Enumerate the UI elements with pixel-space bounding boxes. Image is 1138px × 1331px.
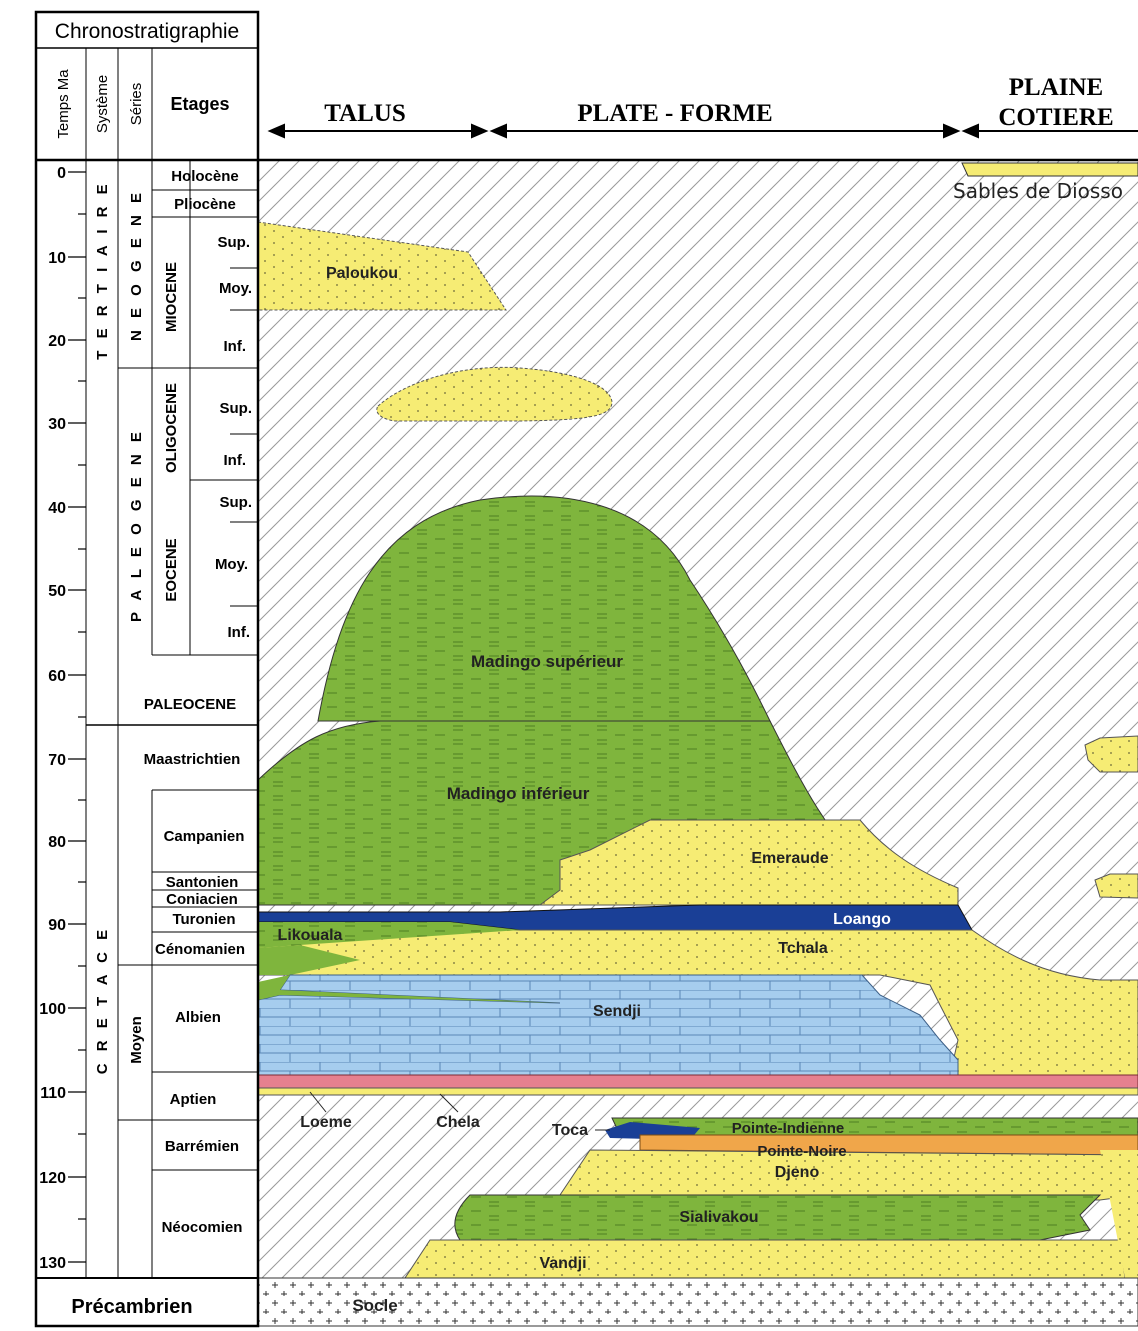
label-pointe-noire: Pointe-Noire: [757, 1143, 846, 1160]
tick-120: 120: [39, 1170, 66, 1187]
plate-forme-header: PLATE - FORME: [577, 100, 772, 127]
right-base-sand: [1100, 1150, 1138, 1278]
label-djeno: Djeno: [775, 1164, 820, 1181]
tick-70: 70: [48, 752, 66, 769]
sendji-green-tongue: [258, 975, 560, 1003]
stage-santonien: Santonien: [166, 874, 239, 891]
emeraude-body: [538, 819, 959, 906]
moyen-label: Moyen: [128, 1016, 145, 1064]
time-tick-marks: [68, 171, 86, 1263]
right-lens-lower: [1094, 873, 1138, 899]
label-likouala: Likouala: [278, 927, 343, 944]
tick-130: 130: [39, 1255, 66, 1272]
neogene-label: N E O G E N E: [128, 189, 145, 341]
stage-holocene: Holocène: [171, 168, 239, 185]
tertiaire-label: T E R T I A I R E: [94, 180, 111, 359]
paloukou-body: [257, 221, 507, 311]
paleogene-label: P A L E O G E N E: [128, 428, 145, 622]
stage-labels: Holocène Pliocène Sup. Moy. Inf. Sup. In…: [144, 168, 252, 1236]
stage-oligocene-sup: Sup.: [220, 400, 253, 417]
label-madingo-superieur: Madingo supérieur: [471, 652, 623, 671]
madingo-superieur-body: [317, 495, 771, 722]
pointe-noire-body: [639, 1134, 1138, 1156]
cretace-label: C R E T A C E: [94, 926, 111, 1074]
plaine-header-line2: COTIERE: [998, 104, 1113, 131]
label-vandji: Vandji: [539, 1255, 586, 1272]
label-paloukou: Paloukou: [326, 265, 398, 282]
tick-30: 30: [48, 416, 66, 433]
stage-maastrichtien: Maastrichtien: [144, 751, 241, 768]
oligocene-label: OLIGOCENE: [163, 383, 180, 473]
stage-barremien: Barrémien: [165, 1138, 239, 1155]
label-loeme: Loeme: [300, 1114, 352, 1131]
stage-cenomanien: Cénomanien: [155, 941, 245, 958]
loeme-salt-layer: [257, 1074, 1138, 1089]
tick-110: 110: [40, 1085, 66, 1102]
col-temps-header: Temps Ma: [55, 69, 72, 139]
stage-eocene-sup: Sup.: [220, 494, 253, 511]
tick-60: 60: [48, 668, 66, 685]
precambrien-label: Précambrien: [71, 1296, 192, 1318]
vandji-body: [404, 1239, 1126, 1279]
label-toca: Toca: [552, 1122, 588, 1139]
label-chela: Chela: [436, 1114, 480, 1131]
label-pointe-indienne: Pointe-Indienne: [732, 1120, 845, 1137]
sendji-body: [257, 974, 959, 1076]
tick-80: 80: [48, 834, 66, 851]
stage-aptien: Aptien: [170, 1091, 217, 1108]
label-emeraude: Emeraude: [751, 850, 828, 867]
label-sendji: Sendji: [593, 1003, 641, 1020]
col-systeme-header: Système: [94, 75, 111, 133]
chela-layer: [257, 1087, 1138, 1096]
likouala-body: [258, 922, 520, 948]
tick-0: 0: [57, 165, 66, 182]
stage-eocene-moy: Moy.: [215, 556, 248, 573]
stage-campanien: Campanien: [164, 828, 245, 845]
right-lens-upper: [1084, 735, 1138, 773]
sables-diosso-body: [961, 162, 1138, 177]
stage-miocene-moy: Moy.: [219, 280, 252, 297]
label-madingo-inferieur: Madingo inférieur: [447, 784, 590, 803]
tick-90: 90: [48, 917, 66, 934]
miocene-label: MIOCENE: [163, 262, 180, 332]
socle-body: [257, 1277, 1138, 1327]
time-tick-labels: 0 10 20 30 40 50 60 70 80 90 100 110 120…: [39, 165, 66, 1272]
eocene-label: EOCENE: [163, 538, 180, 601]
label-sialivakou: Sialivakou: [679, 1209, 758, 1226]
stage-neocomien: Néocomien: [162, 1219, 243, 1236]
tick-10: 10: [48, 250, 66, 267]
oligocene-sand-lens: [376, 366, 613, 422]
label-socle: Socle: [352, 1296, 397, 1315]
stage-miocene-inf: Inf.: [224, 338, 247, 355]
label-loango: Loango: [833, 911, 891, 928]
label-sables-diosso: Sables de Diosso: [953, 179, 1123, 203]
leader-lines: [309, 1091, 610, 1131]
col-series-header: Séries: [128, 83, 145, 126]
formation-labels: Sables de Diosso Paloukou Madingo supéri…: [278, 179, 1123, 1315]
tick-100: 100: [39, 1001, 66, 1018]
chrono-title: Chronostratigraphie: [55, 20, 239, 43]
stage-albien: Albien: [175, 1009, 221, 1026]
stage-eocene-inf: Inf.: [228, 624, 251, 641]
chrono-column-frame: [34, 10, 260, 1328]
stage-pliocene: Pliocène: [174, 196, 236, 213]
talus-header: TALUS: [324, 100, 406, 127]
tick-40: 40: [48, 500, 66, 517]
plaine-header-line1: PLAINE: [1009, 74, 1103, 101]
stage-oligocene-inf: Inf.: [224, 452, 247, 469]
likouala-wedge: [258, 945, 360, 975]
stage-coniacien: Coniacien: [166, 891, 238, 908]
tick-20: 20: [48, 333, 66, 350]
stage-turonien: Turonien: [172, 911, 235, 928]
djeno-body: [559, 1149, 1138, 1201]
tchala-body: [257, 929, 1138, 1076]
col-etages-header: Etages: [170, 94, 229, 114]
tick-50: 50: [48, 583, 66, 600]
stage-miocene-sup: Sup.: [218, 234, 251, 251]
domain-arrows: [267, 123, 1138, 139]
label-tchala: Tchala: [778, 940, 828, 957]
paleocene-label: PALEOCENE: [144, 696, 236, 713]
sialivakou-body: [454, 1194, 1102, 1241]
